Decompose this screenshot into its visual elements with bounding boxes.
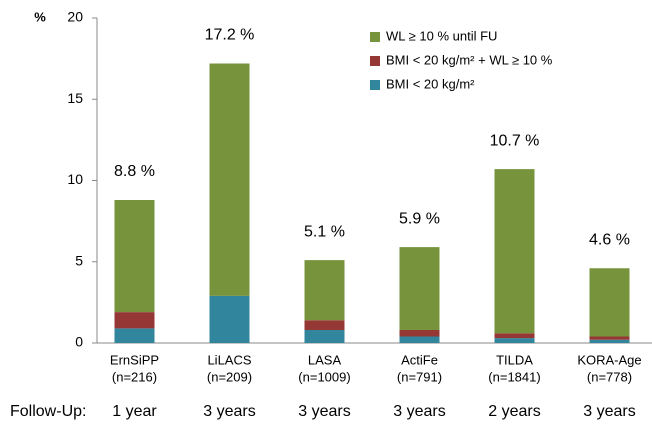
y-tick-label: 5 [75,252,83,268]
bar-segment [399,330,440,337]
x-tick-sublabel: (n=1841) [488,369,540,384]
follow-up: 3 years [583,403,635,420]
follow-up: 3 years [203,403,255,420]
bar-segment [304,330,345,343]
bar-segment [494,333,535,339]
bar-segment [209,295,250,343]
x-tick-label: LASA [308,352,342,367]
follow-up: 3 years [298,403,350,420]
x-tick-label: TILDA [496,352,533,367]
bar-segment [589,336,630,340]
bar-segment [399,247,440,330]
bar-segment [114,312,155,329]
bar-segment [304,320,345,330]
y-unit-label: % [34,9,46,24]
legend-label: BMI < 20 kg/m² [386,76,475,91]
x-tick-sublabel: (n=778) [587,369,632,384]
y-tick-label: 15 [67,90,83,106]
bar-segment [114,328,155,343]
legend-swatch [370,56,380,66]
bar-segment [494,338,535,343]
x-tick-label: ActiFe [401,352,438,367]
legend-label: BMI < 20 kg/m² + WL ≥ 10 % [386,52,553,67]
y-tick-label: 0 [75,334,83,350]
bar-segment [304,260,345,321]
bar-segment [209,63,250,296]
bar-segment [114,200,155,313]
total-label: 8.8 % [114,163,155,180]
bar-segment [589,339,630,343]
follow-up: 2 years [488,403,540,420]
bar-segment [399,336,440,343]
x-tick-label: KORA-Age [577,352,641,367]
legend-label: WL ≥ 10 % until FU [386,28,497,43]
y-tick-label: 20 [67,9,83,25]
bar-segment [589,268,630,337]
x-tick-label: ErnSiPP [110,352,159,367]
total-label: 5.9 % [399,210,440,227]
total-label: 5.1 % [304,223,345,240]
follow-up: 3 years [393,403,445,420]
x-tick-sublabel: (n=1009) [298,369,350,384]
y-tick-label: 10 [67,171,83,187]
follow-up: 1 year [112,403,157,420]
legend-swatch [370,80,380,90]
total-label: 17.2 % [205,27,255,44]
x-tick-sublabel: (n=791) [397,369,442,384]
x-tick-sublabel: (n=216) [112,369,157,384]
bar-segment [494,169,535,334]
legend-swatch [370,32,380,42]
x-tick-label: LiLACS [207,352,251,367]
follow-up-label: Follow-Up: [10,403,86,420]
total-label: 10.7 % [490,132,540,149]
total-label: 4.6 % [589,231,630,248]
x-tick-sublabel: (n=209) [207,369,252,384]
